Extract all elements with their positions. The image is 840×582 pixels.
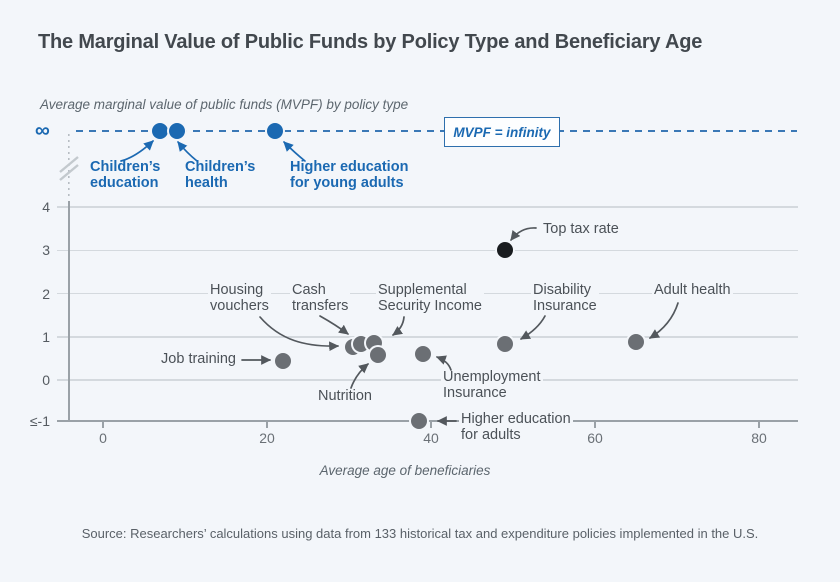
axis-break-icon [59, 156, 79, 181]
arrow-childrens-education [120, 140, 154, 162]
dot-childrens-education [152, 123, 169, 139]
x-axis-title: Average age of beneficiaries [319, 463, 491, 478]
y-tick-label-1: 1 [42, 328, 50, 345]
arrow-supplemental-security-income [392, 316, 405, 336]
dot-higher-education-adults [410, 413, 427, 429]
source-note: Source: Researchers’ calculations using … [81, 526, 759, 541]
x-tick-label-80: 80 [751, 430, 767, 446]
x-tick-label-60: 60 [587, 430, 603, 446]
x-tick-80 [758, 422, 760, 428]
gridline-y1 [57, 336, 798, 338]
annotation-nutrition: Nutrition [316, 388, 374, 405]
y-tick-label-2: 2 [42, 285, 50, 302]
annotation-housing-vouchers: Housing vouchers [208, 282, 271, 314]
annotation-cash-transfers: Cash transfers [290, 282, 351, 314]
x-tick-label-20: 20 [259, 430, 275, 446]
y-tick-label-0: 0 [42, 372, 50, 388]
y-tick-label-≤-1: ≤-1 [29, 413, 50, 429]
arrow-cash-transfers [319, 315, 349, 335]
annotation-job-training: Job training [159, 351, 238, 368]
x-tick-label-40: 40 [423, 430, 439, 446]
dot-higher-education-young-adults [267, 123, 284, 139]
annotation-top-tax-rate: Top tax rate [541, 221, 621, 238]
annotation-childrens-health: Children’s health [183, 159, 258, 191]
y-axis-title: Average marginal value of public funds (… [40, 97, 409, 112]
annotation-supplemental-security-income: Supplemental Security Income [376, 282, 484, 314]
annotation-higher-education-young-adults: Higher education for young adults [288, 159, 411, 191]
x-tick-20 [266, 422, 268, 428]
dot-supplemental-security-income [365, 334, 382, 351]
dot-adult-health [628, 333, 644, 350]
y-tick-label-infinity: ∞ [35, 119, 50, 142]
mvpf-infinity-box: MVPF = infinity [444, 117, 560, 147]
dot-top-tax-rate [496, 242, 513, 259]
mvpf-infinity-label: MVPF = infinity [453, 124, 551, 140]
arrow-top-tax-rate [510, 227, 537, 241]
x-tick-40 [430, 422, 432, 428]
dot-nutrition [369, 346, 386, 363]
gridline-y3 [57, 249, 798, 251]
annotation-childrens-education: Children’s education [88, 159, 163, 191]
arrow-adult-health [649, 302, 679, 339]
annotation-disability-insurance: Disability Insurance [531, 282, 599, 314]
dot-unemployment-insurance [414, 345, 431, 362]
y-tick-label-3: 3 [42, 242, 50, 259]
page-title: The Marginal Value of Public Funds by Po… [38, 31, 703, 53]
annotation-higher-education-adults: Higher education for adults [459, 411, 573, 443]
dot-cash-transfers [353, 335, 370, 352]
y-axis-line [68, 201, 70, 421]
dot-job-training [275, 352, 292, 369]
y-tick-label-4: 4 [42, 199, 50, 215]
dot-childrens-health [168, 123, 185, 139]
arrow-nutrition [350, 363, 369, 389]
x-tick-0 [102, 422, 104, 428]
annotation-unemployment-insurance: Unemployment Insurance [441, 369, 543, 401]
x-tick-60 [594, 422, 596, 428]
x-tick-label-0: 0 [99, 430, 107, 446]
gridline-y0 [57, 379, 798, 381]
arrow-housing-vouchers [259, 316, 340, 352]
gridline-y4 [57, 206, 798, 208]
x-axis-line [57, 420, 798, 422]
annotation-adult-health: Adult health [652, 282, 733, 299]
dot-disability-insurance [496, 335, 513, 352]
